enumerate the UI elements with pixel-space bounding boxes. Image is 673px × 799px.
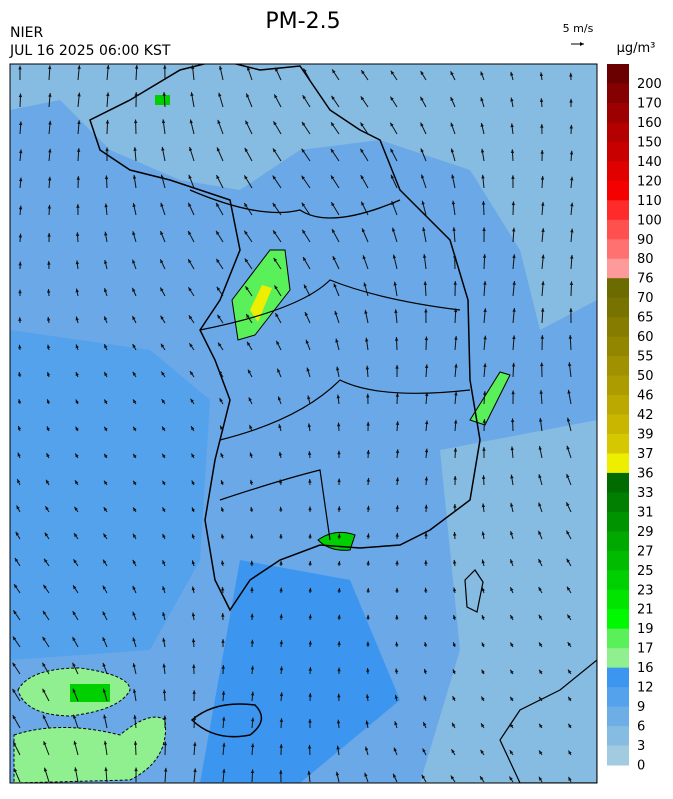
colorbar-label: 6 xyxy=(637,720,645,735)
datetime: JUL 16 2025 06:00 KST xyxy=(9,43,171,59)
colorbar-segment xyxy=(607,220,629,240)
colorbar-segment xyxy=(607,181,629,201)
colorbar-label: 60 xyxy=(637,330,654,345)
colorbar-label: 150 xyxy=(637,135,662,150)
colorbar-label: 23 xyxy=(637,583,654,598)
colorbar-segment xyxy=(607,512,629,532)
colorbar-label: 25 xyxy=(637,564,654,579)
colorbar-segment xyxy=(607,648,629,668)
colorbar-label: 50 xyxy=(637,369,654,384)
colorbar-label: 12 xyxy=(637,681,654,696)
colorbar-segment xyxy=(607,142,629,162)
colorbar-segment xyxy=(607,590,629,610)
colorbar-segment xyxy=(607,200,629,220)
colorbar-segment xyxy=(607,629,629,649)
colorbar-label: 9 xyxy=(637,700,645,715)
colorbar-segment xyxy=(607,161,629,181)
colorbar-label: 160 xyxy=(637,116,662,131)
colorbar-label: 200 xyxy=(637,77,662,92)
colorbar-label: 110 xyxy=(637,194,662,209)
colorbar-label: 0 xyxy=(637,759,645,774)
colorbar-label: 90 xyxy=(637,233,654,248)
map xyxy=(10,60,597,783)
colorbar-segment xyxy=(607,395,629,415)
colorbar-segment xyxy=(607,687,629,707)
colorbar-label: 140 xyxy=(637,155,662,170)
colorbar-segment xyxy=(607,356,629,376)
colorbar-segment xyxy=(607,473,629,493)
title: PM-2.5 xyxy=(265,9,340,34)
wind-scale-label: 5 m/s xyxy=(563,22,594,35)
colorbar-label: 76 xyxy=(637,272,654,287)
colorbar-label: 80 xyxy=(637,252,654,267)
colorbar-label: 120 xyxy=(637,174,662,189)
colorbar-segment xyxy=(607,746,629,766)
colorbar-segment xyxy=(607,298,629,318)
colorbar-segment xyxy=(607,668,629,688)
colorbar-label: 21 xyxy=(637,603,654,618)
colorbar-segment xyxy=(607,707,629,727)
colorbar-label: 39 xyxy=(637,427,654,442)
colorbar-label: 170 xyxy=(637,96,662,111)
high-region xyxy=(70,684,110,702)
colorbar-segment xyxy=(607,337,629,357)
colorbar-segment xyxy=(607,122,629,142)
colorbar-label: 29 xyxy=(637,525,654,540)
colorbar-segment xyxy=(607,415,629,435)
colorbar-segment xyxy=(607,239,629,259)
colorbar-segment xyxy=(607,492,629,512)
colorbar-label: 36 xyxy=(637,466,654,481)
colorbar-label: 65 xyxy=(637,311,654,326)
colorbar-segment xyxy=(607,609,629,629)
colorbar-label: 70 xyxy=(637,291,654,306)
colorbar-segment xyxy=(607,83,629,103)
colorbar-label: 46 xyxy=(637,389,654,404)
colorbar-label: 55 xyxy=(637,350,654,365)
colorbar-segment xyxy=(607,259,629,279)
colorbar-label: 31 xyxy=(637,505,654,520)
colorbar-label: 17 xyxy=(637,642,654,657)
colorbar-label: 3 xyxy=(637,739,645,754)
colorbar-segment xyxy=(607,317,629,337)
colorbar-segment xyxy=(607,434,629,454)
colorbar-segment xyxy=(607,453,629,473)
colorbar-segment xyxy=(607,726,629,746)
colorbar-label: 100 xyxy=(637,213,662,228)
colorbar-label: 42 xyxy=(637,408,654,423)
source: NIER xyxy=(10,25,43,41)
colorbar-label: 27 xyxy=(637,544,654,559)
colorbar-segment xyxy=(607,376,629,396)
colorbar-segment xyxy=(607,103,629,123)
colorbar-segment xyxy=(607,278,629,298)
wind-scale-arrowhead xyxy=(580,42,584,46)
colorbar-label: 16 xyxy=(637,661,654,676)
colorbar-segment xyxy=(607,570,629,590)
colorbar-segment xyxy=(607,551,629,571)
colorbar: 2001701601501401201101009080767065605550… xyxy=(607,64,662,774)
colorbar-label: 33 xyxy=(637,486,654,501)
colorbar-segment xyxy=(607,531,629,551)
colorbar-label: 37 xyxy=(637,447,654,462)
high-region xyxy=(155,95,170,105)
legend-unit: μg/m³ xyxy=(617,41,656,56)
colorbar-segment xyxy=(607,64,629,84)
colorbar-label: 19 xyxy=(637,622,654,637)
